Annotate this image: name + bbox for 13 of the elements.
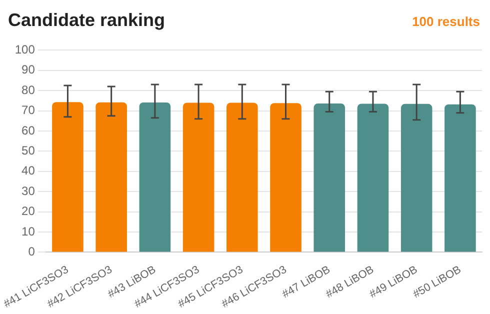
y-tick-label: 30 [22, 184, 36, 198]
y-tick-label: 0 [28, 244, 36, 258]
chart-title: Candidate ranking [8, 10, 166, 31]
y-tick-label: 80 [22, 82, 36, 97]
y-tick-label: 90 [22, 62, 36, 77]
y-tick-label: 20 [22, 204, 36, 218]
y-tick-label: 70 [22, 103, 36, 118]
y-tick-label: 50 [22, 144, 36, 158]
text: 100 results [412, 14, 480, 29]
y-tick-label: 60 [22, 123, 36, 138]
y-tick-label: 40 [22, 164, 36, 178]
y-tick-label: 100 [14, 42, 36, 57]
y-tick-label: 10 [22, 224, 36, 238]
